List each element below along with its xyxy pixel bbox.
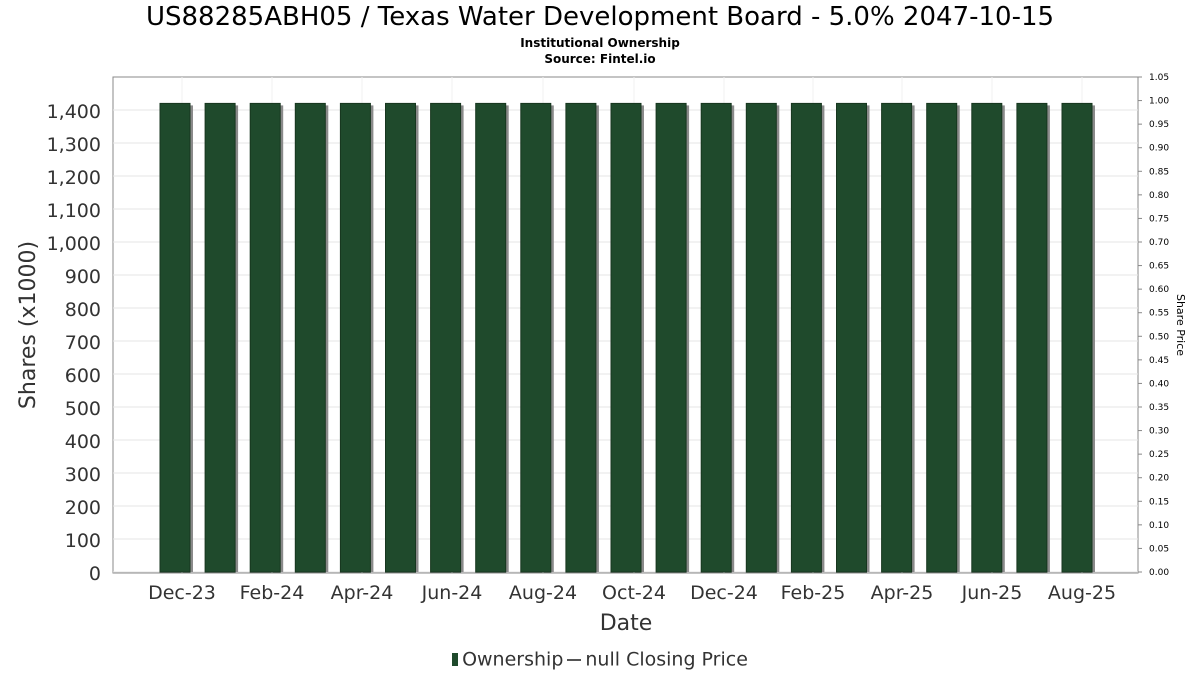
y2-tick-label: 0.10 — [1149, 521, 1169, 531]
legend: Ownership null Closing Price — [0, 647, 1200, 672]
y2-tick-label: 0.15 — [1149, 497, 1169, 507]
y-tick-label: 500 — [65, 398, 101, 420]
y-axis-title: Shares (x1000) — [16, 241, 41, 409]
x-tick-label: Aug-25 — [1048, 582, 1116, 604]
x-axis-title: Date — [600, 611, 653, 636]
y2-tick-label: 0.55 — [1149, 309, 1169, 319]
y-tick-label: 1,200 — [47, 167, 101, 189]
ownership-bar — [610, 102, 642, 573]
x-tick-label: Jun-24 — [421, 582, 483, 604]
x-tick-label: Dec-23 — [148, 582, 216, 604]
y2-tick-label: 0.65 — [1149, 262, 1169, 272]
ownership-bar — [565, 102, 597, 573]
ownership-bar — [520, 102, 552, 573]
chart-subtitle: Institutional Ownership — [520, 36, 680, 50]
chart-source: Source: Fintel.io — [544, 52, 656, 66]
ownership-bar — [249, 102, 281, 573]
y-tick-label: 1,300 — [47, 134, 101, 156]
ownership-bar — [294, 102, 326, 573]
y2-tick-label: 1.00 — [1149, 97, 1169, 107]
legend-ownership: Ownership — [462, 648, 564, 671]
y-tick-label: 200 — [65, 497, 101, 519]
y-tick-label: 1,100 — [47, 200, 101, 222]
y-tick-label: 1,400 — [47, 101, 101, 123]
ownership-bar — [700, 102, 732, 573]
x-tick-label: Jun-25 — [961, 582, 1023, 604]
x-tick-label: Dec-24 — [690, 582, 758, 604]
x-tick-label: Feb-25 — [781, 582, 846, 604]
ownership-bar — [655, 102, 687, 573]
y2-tick-label: 0.60 — [1149, 285, 1169, 295]
y-tick-label: 400 — [65, 431, 101, 453]
ownership-bar — [159, 102, 191, 573]
ownership-swatch-icon — [452, 653, 459, 666]
ownership-bar — [836, 102, 867, 573]
ownership-bar — [339, 102, 371, 573]
ownership-bar — [881, 102, 913, 573]
ownership-chart: 0 100 200 300 400 500 600 700 800 900 1,000 1,100 1,… — [16, 73, 1187, 636]
y-tick-label: 0 — [89, 563, 101, 585]
ownership-bar — [745, 102, 777, 573]
chart-title: US88285ABH05 / Texas Water Development B… — [145, 2, 1055, 32]
y2-tick-label: 0.70 — [1149, 238, 1169, 248]
y2-tick-label: 0.95 — [1149, 120, 1169, 130]
y2-tick-label: 0.50 — [1149, 332, 1169, 342]
ownership-bar — [1016, 102, 1048, 573]
y2-tick-label: 0.00 — [1149, 568, 1169, 578]
y2-tick-label: 0.25 — [1149, 450, 1169, 460]
y-tick-label: 700 — [65, 332, 101, 354]
ownership-bar — [1061, 102, 1093, 573]
y2-tick-label: 0.80 — [1149, 191, 1169, 201]
y2-tick-label: 0.40 — [1149, 379, 1169, 389]
y-tick-label: 300 — [65, 464, 101, 486]
y-tick-label: 600 — [65, 365, 101, 387]
ownership-bar — [790, 102, 822, 573]
ownership-bar — [971, 102, 1003, 573]
y2-axis-title: Share Price — [1174, 294, 1187, 356]
price-line-icon — [567, 658, 582, 661]
y2-tick-label: 0.05 — [1149, 544, 1169, 554]
x-tick-label: Oct-24 — [602, 582, 666, 604]
ownership-bar — [385, 102, 416, 573]
ownership-bar — [204, 102, 236, 573]
x-tick-label: Feb-24 — [240, 582, 305, 604]
y-tick-label: 1,000 — [47, 233, 101, 255]
y-tick-label: 100 — [65, 530, 101, 552]
x-tick-label: Apr-24 — [331, 582, 394, 604]
y-tick-label: 800 — [65, 299, 101, 321]
y2-tick-label: 0.85 — [1149, 167, 1169, 177]
y2-tick-label: 0.75 — [1149, 214, 1169, 224]
y-tick-label: 900 — [65, 266, 101, 288]
y2-tick-label: 0.20 — [1149, 474, 1169, 484]
x-tick-label: Apr-25 — [871, 582, 934, 604]
legend-price: null Closing Price — [585, 648, 748, 671]
ownership-bar — [475, 102, 507, 573]
y2-tick-label: 0.30 — [1149, 427, 1169, 437]
y2-tick-label: 0.90 — [1149, 144, 1169, 154]
x-tick-label: Aug-24 — [509, 582, 577, 604]
y2-tick-label: 0.35 — [1149, 403, 1169, 413]
y2-tick-label: 1.05 — [1149, 73, 1169, 83]
y2-tick-label: 0.45 — [1149, 356, 1169, 366]
ownership-bar — [926, 102, 958, 573]
ownership-bar — [430, 102, 462, 573]
